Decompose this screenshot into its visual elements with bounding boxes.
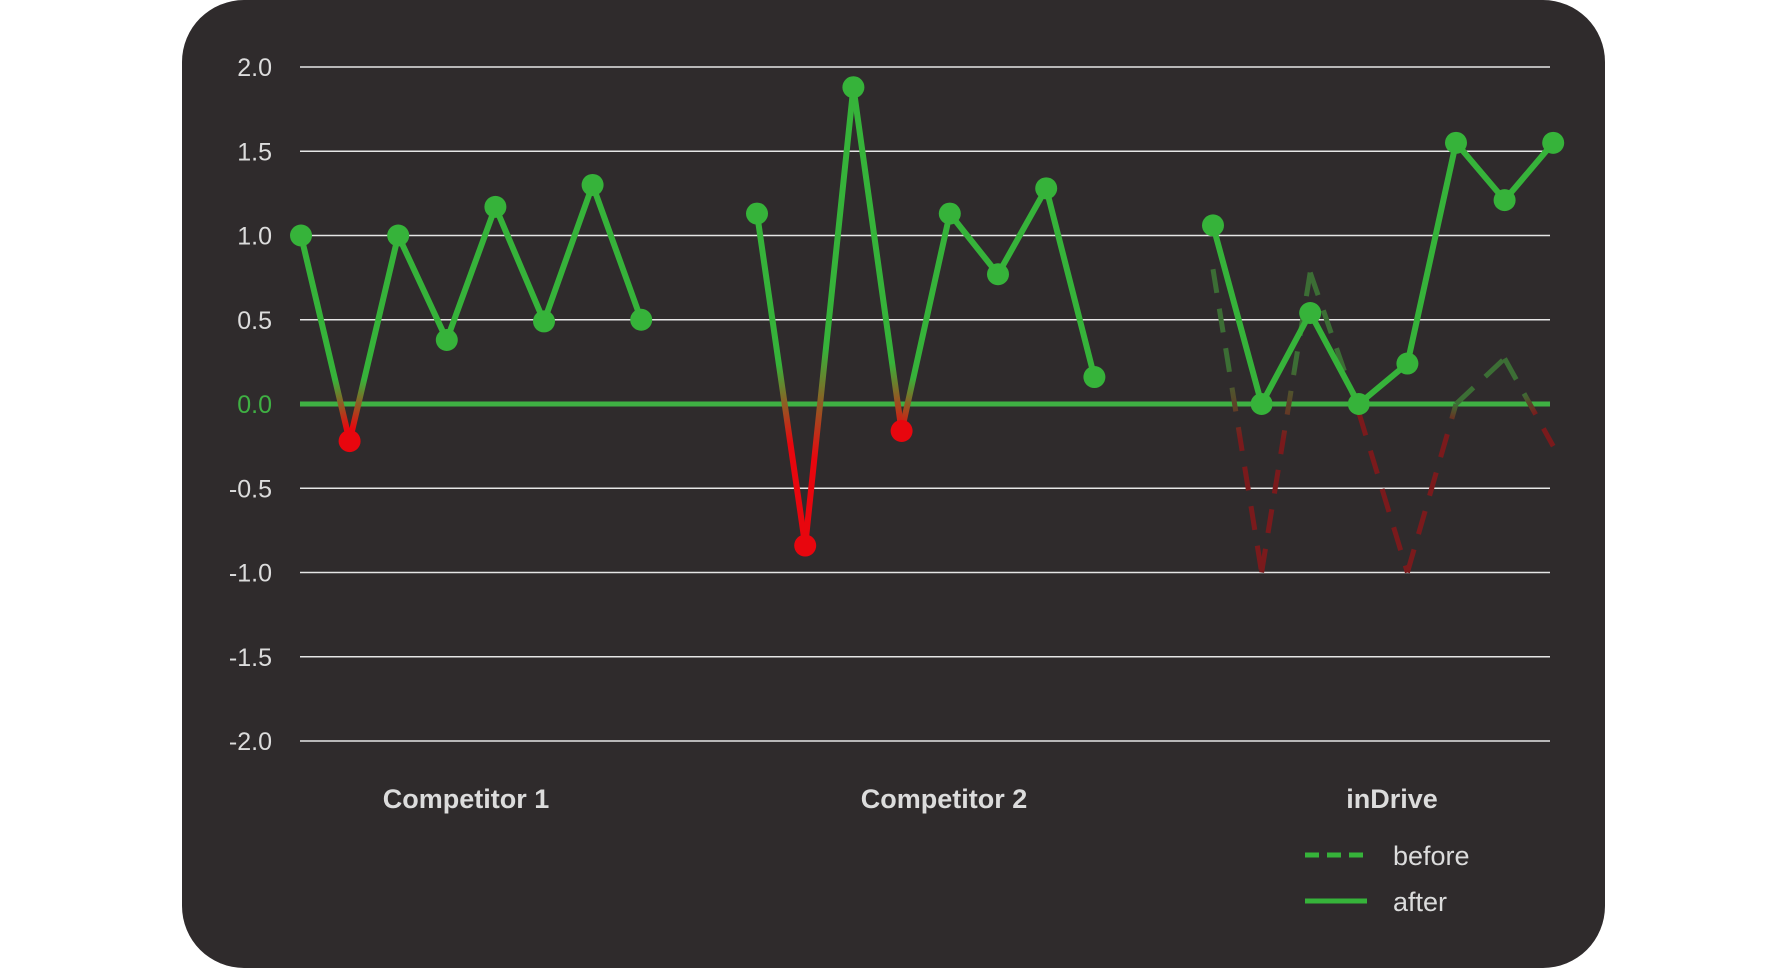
- after-line-segment: [754, 210, 809, 549]
- before-line-segment: [1502, 357, 1556, 448]
- legend-before-label: before: [1393, 841, 1470, 871]
- points-layer: [290, 76, 1565, 557]
- data-point: [938, 202, 961, 225]
- after-line-segment: [1501, 139, 1557, 204]
- group-label: inDrive: [1346, 784, 1438, 814]
- after-line-segment: [1258, 310, 1314, 407]
- y-tick-label: 1.5: [237, 138, 272, 166]
- after-line-segment: [492, 203, 547, 325]
- after-line-segment: [346, 232, 402, 445]
- after-line-segment: [1043, 185, 1098, 381]
- after-line-segment: [395, 232, 450, 343]
- data-point: [1299, 302, 1322, 325]
- group-labels: Competitor 1 Competitor 2 inDrive: [383, 784, 1438, 814]
- series-layer: [298, 84, 1557, 574]
- data-point: [290, 224, 312, 247]
- after-line-segment: [850, 84, 905, 434]
- after-line-segment: [802, 84, 857, 549]
- after-line-segment: [1453, 139, 1508, 204]
- y-tick-label: -1.0: [229, 560, 272, 588]
- y-tick-label: -0.5: [229, 475, 272, 503]
- y-tick-label: 0.0: [237, 391, 272, 419]
- legend-after-label: after: [1393, 887, 1447, 917]
- data-point: [435, 328, 458, 351]
- group-2: [1210, 139, 1557, 574]
- data-point: [338, 430, 361, 453]
- data-point: [533, 310, 555, 333]
- data-point: [1396, 352, 1419, 375]
- y-tick-label: 0.5: [237, 307, 272, 335]
- data-point: [1083, 366, 1106, 389]
- before-line-segment: [1210, 268, 1265, 573]
- data-point: [387, 224, 410, 247]
- after-line-segment: [541, 181, 596, 325]
- before-line-segment: [1404, 403, 1459, 574]
- data-point: [890, 419, 913, 442]
- after-line-segment: [589, 181, 645, 323]
- data-point: [1542, 131, 1565, 154]
- data-point: [1445, 131, 1467, 154]
- y-axis-ticks: 2.0 1.5 1.0 0.5 0.0 -0.5 -1.0 -1.5 -2.0: [229, 54, 272, 756]
- group-label: Competitor 2: [861, 784, 1028, 814]
- data-point: [1250, 393, 1273, 415]
- y-tick-label: -1.5: [229, 644, 272, 672]
- data-point: [987, 263, 1009, 286]
- after-line-segment: [298, 232, 353, 445]
- after-line-segment: [995, 185, 1050, 278]
- data-point: [746, 202, 768, 225]
- after-line-segment: [443, 203, 499, 343]
- before-line-segment: [1454, 356, 1507, 406]
- data-point: [1347, 393, 1370, 415]
- group-label: Competitor 1: [383, 784, 550, 814]
- after-line-segment: [1404, 139, 1459, 367]
- data-point: [581, 173, 604, 196]
- after-line-segment: [898, 210, 953, 434]
- group-0: [298, 181, 645, 445]
- y-tick-label: -2.0: [229, 728, 272, 756]
- data-point: [484, 195, 507, 218]
- y-tick-label: 2.0: [237, 54, 272, 82]
- data-point: [1035, 177, 1058, 200]
- chart-card: [182, 0, 1605, 968]
- data-point: [630, 308, 653, 331]
- group-1: [754, 84, 1098, 549]
- y-tick-label: 1.0: [237, 223, 272, 251]
- data-point: [794, 534, 817, 557]
- data-point: [1493, 189, 1516, 212]
- data-point: [1202, 214, 1224, 237]
- after-line-segment: [1307, 310, 1362, 407]
- after-line-segment: [1210, 222, 1265, 407]
- before-line-segment: [1356, 411, 1410, 574]
- legend: before after: [1305, 841, 1470, 917]
- data-point: [842, 76, 865, 99]
- after-line-segment: [946, 210, 1001, 278]
